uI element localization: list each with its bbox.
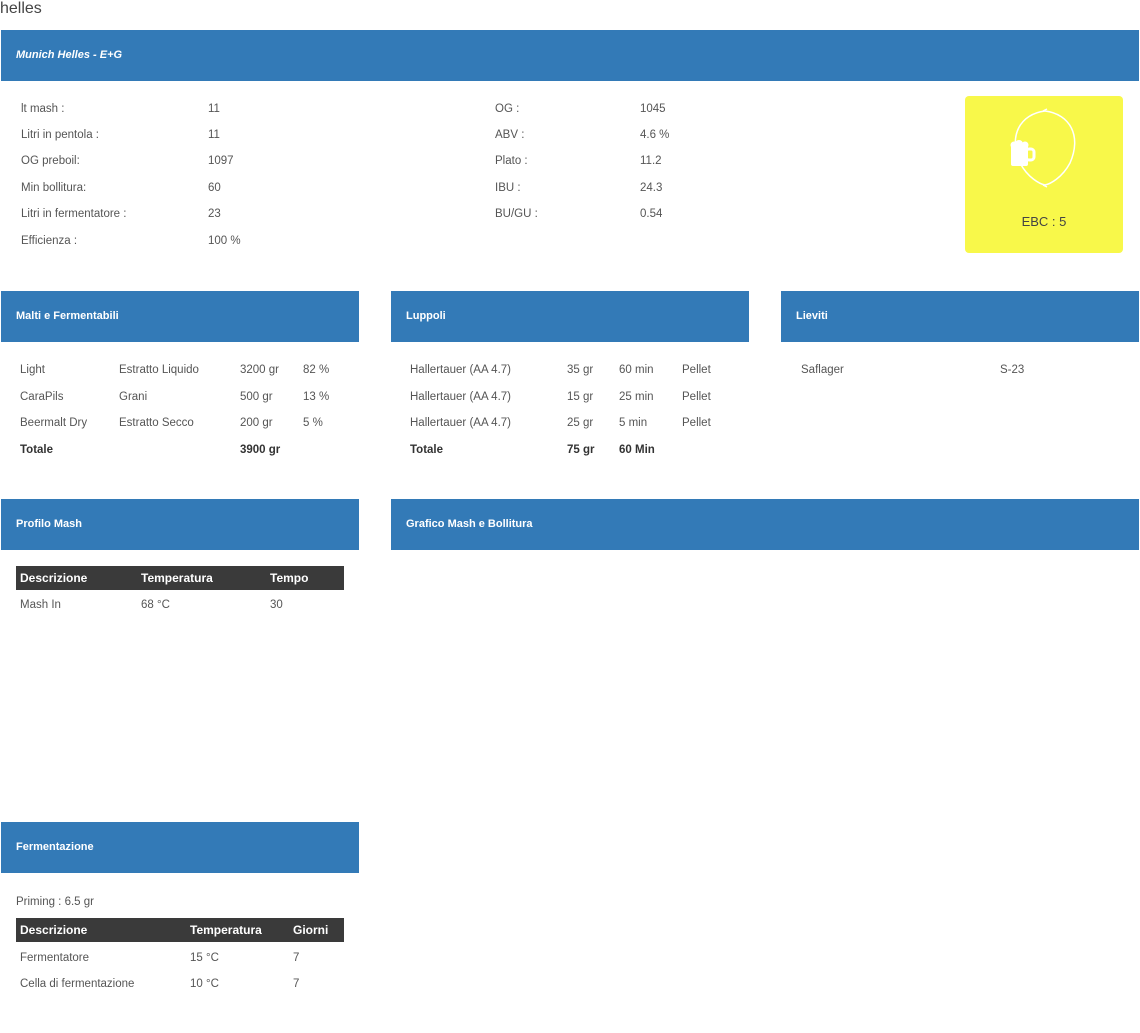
lieviti-title: Lieviti: [796, 310, 828, 322]
hop-form: Pellet: [682, 391, 711, 403]
hop-time: 25 min: [619, 391, 654, 403]
malti-header: Malti e Fermentabili: [1, 291, 359, 342]
total-label: Totale: [20, 444, 54, 456]
fermentazione-header: Fermentazione: [1, 822, 359, 873]
stat-value: 11.2: [640, 155, 662, 167]
ferm-temp: 15 °C: [190, 952, 219, 964]
ebc-color-box: EBC : 5: [965, 96, 1123, 253]
mash-temp: 68 °C: [141, 599, 170, 611]
stat-label: ABV :: [495, 129, 525, 141]
yeast-code: S-23: [1000, 364, 1025, 376]
yeast-name: Saflager: [801, 364, 844, 376]
luppoli-title: Luppoli: [406, 310, 446, 322]
ebc-value: EBC : 5: [1021, 214, 1067, 229]
malt-name: Light: [20, 364, 45, 376]
malt-qty: 200 gr: [240, 417, 273, 429]
recipe-title: Munich Helles - E+G: [16, 49, 123, 61]
stat-value: 4.6 %: [640, 129, 670, 141]
ferm-desc: Cella di fermentazione: [20, 978, 135, 990]
hop-qty: 35 gr: [567, 364, 594, 376]
column-header: Giorni: [293, 923, 329, 937]
mash-title: Profilo Mash: [16, 518, 83, 530]
hop-qty: 25 gr: [567, 417, 594, 429]
priming-text: Priming : 6.5 gr: [16, 896, 94, 908]
lieviti-header: Lieviti: [781, 291, 1139, 342]
mash-table-header: Descrizione Temperatura Tempo: [16, 566, 344, 590]
ferm-days: 7: [293, 978, 300, 990]
hop-form: Pellet: [682, 417, 711, 429]
total-qty: 75 gr: [567, 444, 595, 456]
column-header: Temperatura: [190, 923, 262, 937]
ferm-temp: 10 °C: [190, 978, 219, 990]
hop-form: Pellet: [682, 364, 711, 376]
grafico-header: Grafico Mash e Bollitura: [391, 499, 1139, 550]
column-header: Descrizione: [20, 923, 88, 937]
stat-label: Efficienza :: [21, 235, 78, 247]
recipe-title-header: Munich Helles - E+G: [1, 30, 1139, 81]
stat-label: OG :: [495, 103, 520, 115]
total-label: Totale: [410, 444, 444, 456]
mash-desc: Mash In: [20, 599, 61, 611]
stat-label: Min bollitura:: [21, 182, 87, 194]
stat-label: Litri in pentola :: [21, 129, 99, 141]
malt-qty: 3200 gr: [240, 364, 280, 376]
stat-label: lt mash :: [21, 103, 65, 115]
stat-label: Plato :: [495, 155, 528, 167]
column-header: Temperatura: [141, 571, 213, 585]
hop-qty: 15 gr: [567, 391, 594, 403]
hop-name: Hallertauer (AA 4.7): [410, 364, 511, 376]
stat-value: 11: [208, 129, 220, 141]
malt-pct: 82 %: [303, 364, 330, 376]
page-title: helles: [0, 0, 42, 17]
malt-type: Grani: [119, 391, 148, 403]
stat-value: 23: [208, 208, 221, 220]
stat-label: Litri in fermentatore :: [21, 208, 127, 220]
column-header: Descrizione: [20, 571, 88, 585]
grafico-title: Grafico Mash e Bollitura: [406, 518, 533, 530]
malt-type: Estratto Secco: [119, 417, 194, 429]
stat-value: 1045: [640, 103, 666, 115]
ferm-desc: Fermentatore: [20, 952, 90, 964]
luppoli-header: Luppoli: [391, 291, 749, 342]
malt-name: CaraPils: [20, 391, 64, 403]
mash-time: 30: [270, 599, 283, 611]
malt-type: Estratto Liquido: [119, 364, 199, 376]
hop-name: Hallertauer (AA 4.7): [410, 417, 511, 429]
stat-value: 1097: [208, 155, 234, 167]
fermentazione-table-header: Descrizione Temperatura Giorni: [16, 918, 344, 942]
hop-time: 5 min: [619, 417, 648, 429]
malti-title: Malti e Fermentabili: [16, 310, 119, 322]
stat-value: 0.54: [640, 208, 663, 220]
column-header: Tempo: [270, 571, 309, 585]
stat-value: 100 %: [208, 235, 241, 247]
stat-label: OG preboil:: [21, 155, 80, 167]
malt-pct: 13 %: [303, 391, 330, 403]
malt-name: Beermalt Dry: [20, 417, 88, 429]
stat-label: BU/GU :: [495, 208, 538, 220]
fermentazione-title: Fermentazione: [16, 841, 94, 853]
total-qty: 3900 gr: [240, 444, 281, 456]
malt-pct: 5 %: [303, 417, 323, 429]
total-time: 60 Min: [619, 444, 655, 456]
hop-name: Hallertauer (AA 4.7): [410, 391, 511, 403]
mash-header: Profilo Mash: [1, 499, 359, 550]
beer-mug-icon: [1010, 108, 1076, 188]
malt-qty: 500 gr: [240, 391, 273, 403]
stat-value: 60: [208, 182, 221, 194]
ferm-days: 7: [293, 952, 300, 964]
stat-label: IBU :: [495, 182, 521, 194]
hop-time: 60 min: [619, 364, 654, 376]
stat-value: 24.3: [640, 182, 663, 194]
stat-value: 11: [208, 103, 220, 115]
